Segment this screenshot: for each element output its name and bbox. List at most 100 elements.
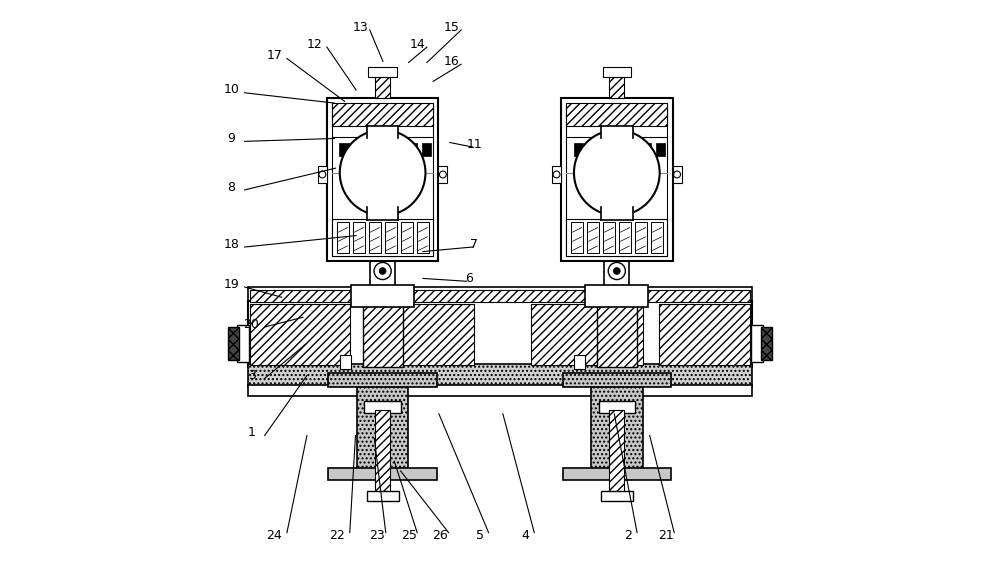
Circle shape	[613, 267, 620, 274]
Text: 10: 10	[224, 83, 239, 96]
Bar	[367, 126, 398, 138]
Text: 25: 25	[401, 529, 417, 542]
Bar	[651, 222, 663, 253]
Bar	[250, 304, 350, 364]
Bar	[601, 491, 633, 501]
Bar	[591, 375, 643, 475]
Circle shape	[439, 171, 446, 178]
Bar	[248, 301, 752, 367]
Bar	[401, 222, 413, 253]
Bar	[328, 373, 437, 387]
Bar	[563, 468, 671, 479]
Bar	[656, 143, 665, 156]
Circle shape	[379, 267, 386, 274]
Bar	[601, 143, 610, 156]
Text: 3: 3	[248, 369, 255, 382]
Bar	[351, 285, 414, 307]
Bar	[381, 143, 390, 156]
Bar	[603, 222, 615, 253]
Bar	[604, 261, 629, 287]
Bar	[659, 304, 750, 364]
Bar	[642, 143, 651, 156]
Bar	[574, 355, 585, 369]
Bar	[563, 373, 671, 387]
Text: 4: 4	[522, 529, 530, 542]
Bar	[761, 327, 772, 360]
Bar	[422, 143, 431, 156]
Bar	[609, 410, 624, 492]
Bar	[248, 287, 752, 304]
Bar	[408, 143, 417, 156]
Bar	[332, 219, 433, 256]
Text: 13: 13	[352, 21, 368, 34]
Bar	[400, 304, 474, 364]
Bar	[332, 103, 433, 126]
Circle shape	[608, 262, 625, 280]
Bar	[417, 222, 429, 253]
Text: 6: 6	[465, 272, 473, 285]
Text: 5: 5	[476, 529, 484, 542]
Text: 20: 20	[244, 317, 259, 331]
Text: 8: 8	[228, 181, 236, 193]
Bar	[353, 222, 365, 253]
Circle shape	[553, 171, 560, 178]
Bar	[250, 290, 750, 302]
Bar	[587, 143, 597, 156]
Bar	[375, 77, 390, 99]
Bar	[587, 222, 599, 253]
Bar	[363, 304, 403, 367]
Bar	[385, 222, 397, 253]
Text: 15: 15	[444, 21, 459, 34]
Bar	[531, 304, 643, 364]
Bar	[751, 325, 763, 362]
Text: 24: 24	[266, 529, 282, 542]
Bar	[394, 143, 403, 156]
Circle shape	[674, 171, 681, 178]
Bar	[327, 99, 438, 261]
Bar	[332, 104, 433, 256]
Text: 18: 18	[224, 238, 239, 251]
Text: 16: 16	[444, 55, 459, 68]
Bar	[340, 355, 351, 369]
Bar	[367, 207, 398, 220]
Bar	[367, 143, 376, 156]
Bar	[571, 222, 583, 253]
Bar	[601, 207, 633, 220]
Bar	[552, 166, 561, 183]
Bar	[609, 77, 624, 99]
Bar	[615, 143, 624, 156]
Bar	[337, 222, 349, 253]
Bar	[566, 219, 667, 256]
Bar	[370, 261, 395, 287]
Circle shape	[574, 130, 660, 216]
Text: 17: 17	[266, 49, 282, 62]
Bar	[375, 410, 390, 492]
Bar	[318, 166, 327, 183]
Bar	[561, 99, 673, 261]
Text: 12: 12	[306, 38, 322, 51]
Text: 14: 14	[409, 38, 425, 51]
Circle shape	[319, 171, 326, 178]
Bar	[673, 166, 682, 183]
Bar	[237, 325, 249, 362]
Text: 9: 9	[228, 132, 235, 145]
Text: 22: 22	[329, 529, 345, 542]
Bar	[599, 401, 635, 413]
Circle shape	[340, 130, 425, 216]
Text: 1: 1	[248, 426, 255, 439]
Text: 19: 19	[224, 278, 239, 290]
Bar	[367, 491, 399, 501]
Bar	[248, 385, 752, 395]
Text: 26: 26	[432, 529, 448, 542]
Bar	[597, 304, 637, 367]
Bar	[369, 222, 381, 253]
Text: 23: 23	[369, 529, 385, 542]
Bar	[328, 468, 437, 479]
Text: 2: 2	[625, 529, 632, 542]
Bar	[629, 143, 638, 156]
Bar	[635, 222, 647, 253]
Bar	[566, 104, 667, 256]
Circle shape	[374, 262, 391, 280]
Bar	[574, 143, 583, 156]
Bar	[228, 327, 239, 360]
